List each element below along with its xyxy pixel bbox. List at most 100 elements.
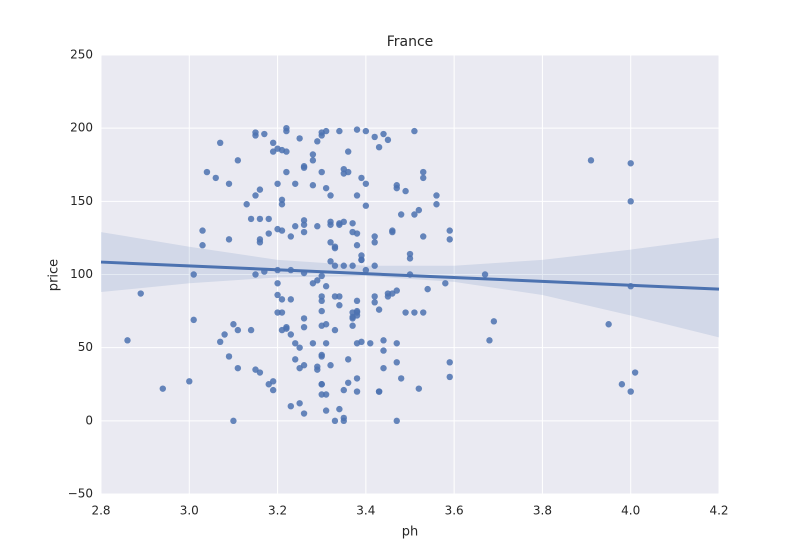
point [384,136,392,144]
point [362,202,370,209]
confidence-band [101,232,719,338]
point [353,388,361,395]
point [278,296,286,303]
point [362,127,370,135]
point [283,168,290,176]
point [190,316,197,324]
point [446,373,453,381]
point [393,287,400,294]
point [349,322,356,329]
point [446,227,453,234]
point [393,340,400,347]
point [433,192,440,199]
point [322,127,330,135]
point [380,337,387,344]
point [318,391,325,398]
point [199,242,206,249]
point [411,309,418,316]
point [322,321,330,328]
point [486,337,493,344]
point [420,309,427,316]
point [234,326,242,334]
point [340,218,347,226]
point [283,323,290,331]
x-tick-label: 3.4 [356,504,375,518]
point [296,400,303,407]
point [358,252,365,259]
point [331,262,339,269]
point [300,362,308,369]
y-tick-label: 0 [85,413,93,427]
point [393,359,400,366]
point [420,174,427,182]
point [300,164,308,171]
point [345,379,352,386]
point [331,417,339,425]
point [318,168,325,176]
point [283,148,290,155]
point [375,306,383,313]
point [230,321,237,328]
point [124,337,131,344]
point [243,201,250,208]
point [406,250,414,258]
point [199,227,206,234]
point [230,417,237,425]
point [300,217,308,224]
point [137,290,144,297]
point [322,184,330,192]
point [296,344,303,351]
point [300,228,308,236]
point [420,168,427,176]
point [190,271,197,278]
point [300,315,308,322]
point [336,405,343,413]
point [256,215,264,223]
point [389,228,396,236]
point [225,353,233,360]
point [314,277,321,284]
point [353,192,361,199]
point [345,356,352,363]
point [336,302,343,309]
point [353,126,361,133]
point [411,127,418,135]
y-tick-label: 150 [70,194,93,208]
point [318,381,325,388]
point [618,381,626,388]
point [314,363,321,370]
point [292,180,299,187]
point [234,157,242,164]
point [397,375,405,382]
point [345,148,352,155]
y-tick-label: 250 [70,48,93,62]
point [287,403,295,410]
point [327,192,334,199]
point [362,180,370,187]
point [261,130,268,138]
point [415,206,423,214]
point [406,255,414,262]
point [327,239,334,246]
point [256,369,264,376]
point [292,340,299,347]
point [336,293,343,300]
point [380,130,387,138]
point [322,407,330,414]
point [278,201,286,208]
point [274,309,281,316]
point [256,186,264,193]
point [318,353,325,360]
point [300,410,308,417]
point [481,271,489,278]
point [349,262,356,269]
y-tick-label: 50 [78,340,93,354]
y-tick-label: 200 [70,121,93,135]
point [252,192,259,199]
x-tick-label: 3.6 [445,504,464,518]
point [221,331,228,338]
point [269,386,277,394]
point [336,127,343,135]
point [212,174,219,182]
